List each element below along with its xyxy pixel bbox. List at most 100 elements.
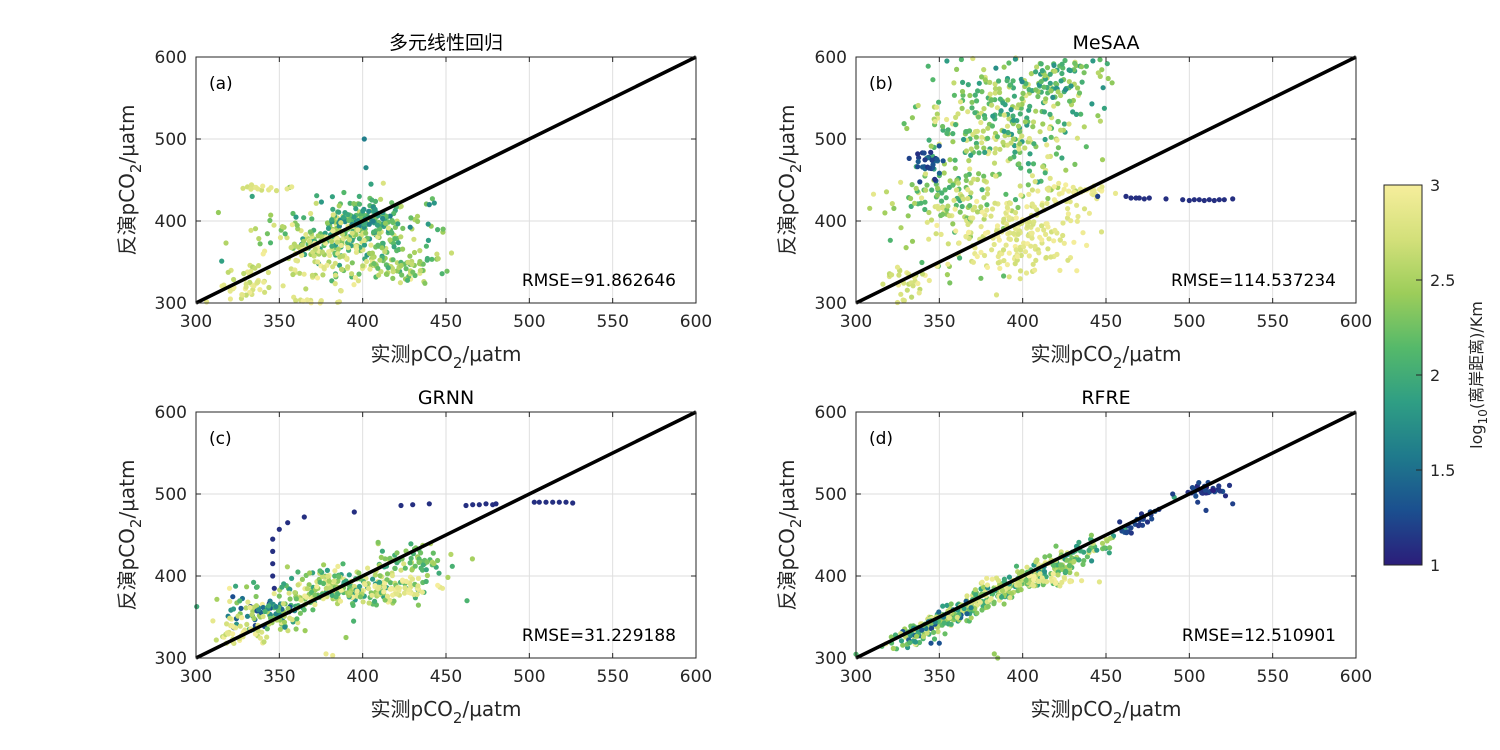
scatter-point xyxy=(339,266,345,273)
scatter-point xyxy=(394,550,400,556)
scatter-point xyxy=(1017,141,1023,147)
scatter-point xyxy=(1029,173,1035,179)
scatter-point xyxy=(1038,61,1044,67)
scatter-point xyxy=(363,165,369,171)
scatter-point xyxy=(315,259,321,265)
scatter-point xyxy=(338,242,344,248)
scatter-point xyxy=(1011,93,1018,99)
scatter-point xyxy=(999,588,1006,594)
scatter-point xyxy=(1010,78,1016,84)
scatter-point xyxy=(227,615,233,621)
scatter-point xyxy=(1051,197,1057,203)
panel-b-points xyxy=(867,55,1236,306)
scatter-point xyxy=(1043,96,1049,102)
scatter-point xyxy=(1090,58,1096,64)
scatter-point xyxy=(245,599,251,605)
scatter-point xyxy=(1216,197,1222,203)
scatter-point xyxy=(293,596,299,602)
scatter-point xyxy=(1019,133,1025,139)
scatter-point xyxy=(915,159,921,165)
scatter-point xyxy=(384,571,391,577)
scatter-point xyxy=(1026,191,1032,197)
scatter-point xyxy=(934,156,940,162)
scatter-point xyxy=(1086,547,1092,554)
scatter-point xyxy=(361,136,367,142)
scatter-point xyxy=(240,292,246,298)
scatter-point xyxy=(284,186,290,192)
scatter-point xyxy=(280,283,286,289)
x-tick-label: 350 xyxy=(923,312,955,332)
scatter-point xyxy=(1128,195,1134,201)
scatter-point xyxy=(1029,187,1035,193)
colorbar-gradient xyxy=(1383,184,1423,566)
scatter-point xyxy=(936,99,942,105)
scatter-point xyxy=(397,280,403,286)
scatter-point xyxy=(372,572,378,578)
scatter-point xyxy=(306,582,312,588)
scatter-point xyxy=(1051,103,1057,109)
scatter-point xyxy=(1014,254,1021,260)
scatter-point xyxy=(336,299,342,305)
scatter-point xyxy=(891,205,897,211)
scatter-point xyxy=(335,578,341,584)
scatter-point xyxy=(996,86,1002,92)
scatter-point xyxy=(238,605,244,612)
scatter-point xyxy=(1041,568,1048,575)
scatter-point xyxy=(309,272,315,278)
scatter-point xyxy=(1027,151,1033,157)
scatter-point xyxy=(1080,230,1086,236)
scatter-point xyxy=(301,215,307,221)
x-tick-label: 400 xyxy=(346,667,378,687)
scatter-point xyxy=(926,165,932,171)
scatter-point xyxy=(289,222,295,228)
scatter-point xyxy=(880,281,886,287)
panel-d-points xyxy=(853,479,1236,661)
scatter-point xyxy=(906,155,912,161)
x-tick-label: 600 xyxy=(1340,312,1372,332)
scatter-point xyxy=(1053,543,1059,549)
scatter-point xyxy=(963,173,969,179)
scatter-point xyxy=(417,248,423,254)
scatter-point xyxy=(1067,98,1073,104)
scatter-point xyxy=(973,134,980,140)
scatter-point xyxy=(411,249,418,256)
scatter-point xyxy=(968,615,974,621)
y-tick-label: 500 xyxy=(155,485,187,505)
scatter-point xyxy=(435,256,441,262)
scatter-point xyxy=(1203,507,1209,513)
scatter-point xyxy=(299,242,305,248)
scatter-point xyxy=(1001,216,1007,222)
scatter-point xyxy=(1025,182,1031,188)
scatter-point xyxy=(939,198,945,204)
scatter-point xyxy=(395,240,401,246)
scatter-point xyxy=(249,193,255,199)
scatter-point xyxy=(408,541,414,547)
scatter-point xyxy=(385,265,391,271)
panel-a-rmse: RMSE=91.862646 xyxy=(522,271,676,291)
scatter-point xyxy=(248,186,254,192)
scatter-point xyxy=(1061,240,1067,246)
scatter-point xyxy=(279,224,285,230)
scatter-point xyxy=(972,110,978,116)
scatter-point xyxy=(1170,491,1176,497)
scatter-point xyxy=(979,607,985,613)
scatter-point xyxy=(349,230,355,236)
scatter-point xyxy=(1146,195,1152,201)
scatter-point xyxy=(922,199,928,205)
scatter-point xyxy=(974,610,980,616)
y-tick-label: 300 xyxy=(815,649,847,669)
scatter-point xyxy=(1076,90,1083,96)
scatter-point xyxy=(981,195,987,201)
scatter-point xyxy=(270,573,276,579)
scatter-point xyxy=(1079,578,1085,584)
scatter-point xyxy=(332,281,338,287)
scatter-point xyxy=(1101,105,1107,111)
y-tick-label: 600 xyxy=(155,403,187,423)
scatter-point xyxy=(896,272,902,278)
x-tick-label: 500 xyxy=(513,667,545,687)
scatter-point xyxy=(334,239,340,245)
scatter-point xyxy=(398,262,404,269)
scatter-point xyxy=(268,212,274,218)
scatter-point xyxy=(978,249,984,255)
colorbar-tick-label: 2 xyxy=(1430,366,1440,385)
